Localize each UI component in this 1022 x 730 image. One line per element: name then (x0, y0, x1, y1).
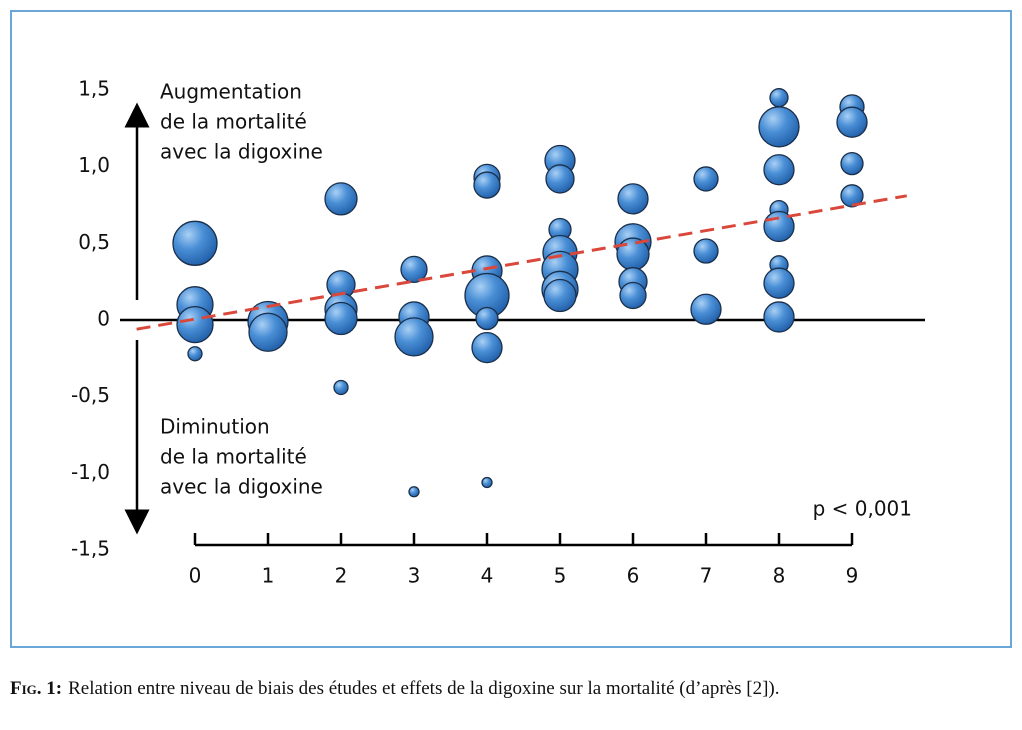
bubble (690, 293, 722, 325)
bubble (545, 164, 575, 194)
bubble (619, 281, 647, 310)
bubble (475, 306, 499, 331)
bubble (693, 166, 719, 192)
bubble (758, 106, 800, 148)
bubble (769, 88, 789, 108)
bubble (473, 171, 501, 199)
bubble (617, 183, 649, 215)
bubble (836, 106, 868, 138)
frame (10, 10, 1012, 648)
bubble (763, 154, 795, 186)
y-tick-label: 0 (97, 307, 110, 331)
bubble (481, 476, 493, 489)
bubble (763, 301, 795, 333)
bubble (176, 305, 214, 344)
x-tick-label: 1 (262, 564, 275, 588)
x-tick-label: 9 (846, 564, 859, 588)
bubble (187, 346, 203, 362)
bubble (840, 184, 864, 208)
bubble (333, 379, 349, 396)
y-tick-label: 1,5 (78, 77, 110, 101)
bubble (248, 312, 288, 352)
annotation: de la mortalité (160, 445, 307, 469)
bubble (616, 237, 650, 271)
bubble (394, 317, 434, 357)
caption-label: Fig. 1: (10, 678, 62, 699)
annotation: Augmentation (160, 80, 302, 104)
y-tick-label: -0,5 (71, 383, 110, 407)
y-tick-label: 0,5 (78, 230, 110, 254)
x-tick-label: 4 (481, 564, 494, 588)
bubble (324, 182, 358, 216)
p-value: p < 0,001 (813, 497, 912, 521)
y-tick-label: 1,0 (78, 153, 110, 177)
bubble (840, 151, 864, 176)
bubble (172, 220, 218, 266)
bubble (543, 278, 577, 313)
x-tick-label: 3 (408, 564, 421, 588)
annotation: de la mortalité (160, 110, 307, 134)
annotation: avec la digoxine (160, 475, 323, 499)
bubble (763, 267, 795, 299)
annotation: Diminution (160, 415, 270, 439)
x-tick-label: 5 (554, 564, 567, 588)
y-tick-label: -1,0 (71, 460, 110, 484)
x-tick-label: 2 (335, 564, 348, 588)
bubble (471, 331, 503, 364)
bubble (324, 301, 358, 336)
bubble (400, 255, 428, 284)
bubble (693, 238, 719, 264)
x-tick-label: 6 (627, 564, 640, 588)
trend-line (136, 194, 908, 331)
y-tick-label: -1,5 (71, 537, 110, 561)
x-tick-label: 7 (700, 564, 713, 588)
caption: Fig. 1: Relation entre niveau de biais de… (10, 678, 779, 699)
annotation: avec la digoxine (160, 140, 323, 164)
bubble (408, 486, 420, 498)
x-tick-label: 0 (189, 564, 202, 588)
x-tick-label: 8 (773, 564, 786, 588)
caption-text: Relation entre niveau de biais des étude… (68, 678, 779, 699)
